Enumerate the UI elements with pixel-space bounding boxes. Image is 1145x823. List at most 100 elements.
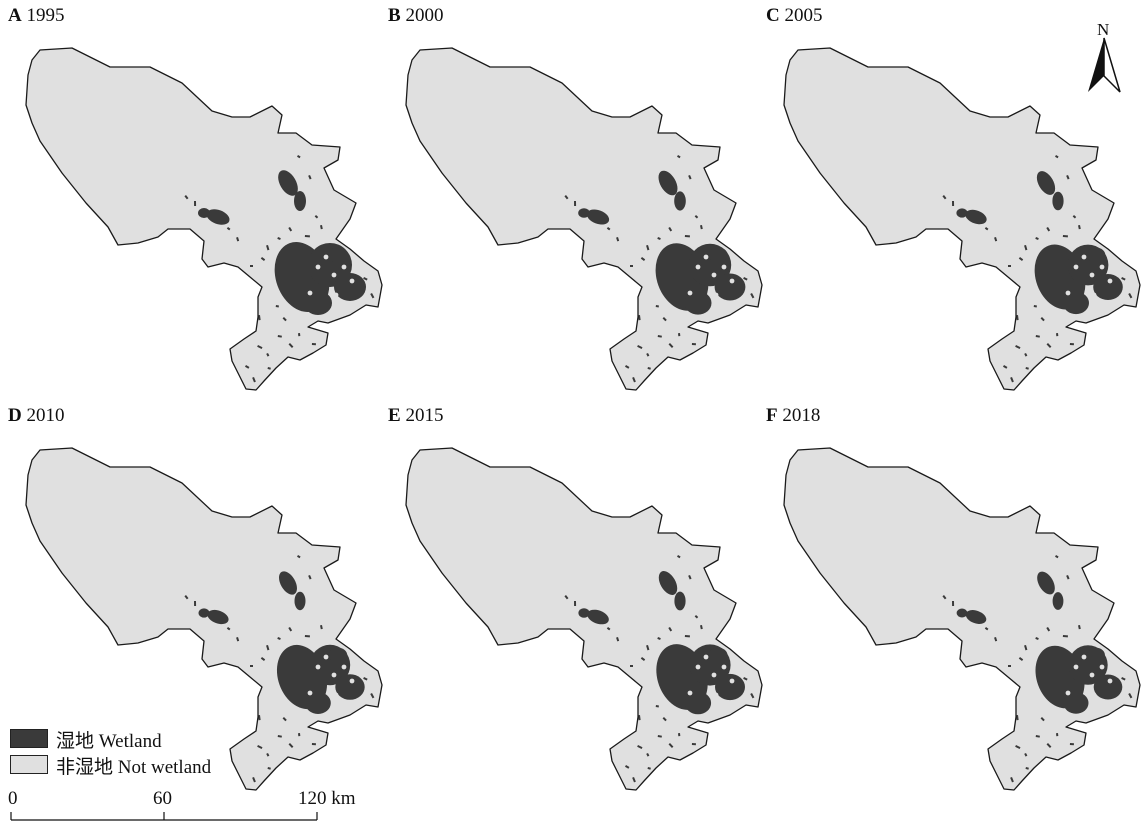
wetland-patch — [206, 209, 230, 225]
wetland-gap — [333, 292, 339, 298]
wetland-speck — [1008, 265, 1011, 267]
study-area — [25, 47, 383, 391]
wetland-speck — [668, 343, 674, 349]
map-d — [25, 447, 383, 791]
wetland-speck — [657, 335, 662, 338]
wetland-speck — [1072, 214, 1077, 219]
wetland-speck — [282, 316, 287, 322]
wetland-gap — [1099, 264, 1105, 270]
wetland-speck — [266, 353, 270, 357]
wetland-speck — [750, 293, 755, 299]
wetland-speck — [1035, 637, 1039, 640]
wetland-patch — [294, 191, 306, 211]
wetland-patch — [304, 291, 332, 315]
wetland-speck — [1024, 353, 1028, 357]
wetland-speck — [637, 745, 643, 749]
wetland-speck — [1078, 625, 1081, 630]
wetland-speck — [647, 366, 651, 370]
wetland-speck — [646, 753, 650, 757]
wetland-gap — [1091, 692, 1097, 698]
wetland-speck — [655, 705, 659, 708]
wetland-speck — [258, 315, 261, 321]
wetland-speck — [647, 766, 651, 770]
not-wetland-area — [406, 48, 762, 390]
wetland-speck — [1008, 665, 1011, 667]
wetland-speck — [308, 575, 312, 580]
wetland-speck — [1046, 227, 1051, 232]
wetland-gap — [729, 278, 735, 284]
wetland-speck — [574, 201, 577, 207]
wetland-speck — [734, 641, 737, 645]
wetland-gap — [695, 264, 701, 270]
wetland-speck — [1046, 343, 1052, 349]
wetland-gap — [323, 254, 329, 260]
wetland-speck — [354, 641, 357, 645]
wetland-speck — [657, 735, 662, 738]
wetland-speck — [952, 601, 955, 607]
wetland-speck — [621, 674, 627, 679]
wetland-speck — [277, 335, 282, 338]
wetland-gap — [333, 692, 339, 698]
wetland-speck — [1128, 293, 1133, 299]
wetland-speck — [1010, 777, 1014, 783]
wetland-speck — [194, 201, 197, 207]
wetland-speck — [1025, 766, 1029, 770]
wetland-speck — [320, 225, 323, 230]
wetland-speck — [1121, 277, 1126, 281]
wetland-layer — [942, 555, 1133, 783]
wetland-speck — [1069, 743, 1074, 746]
wetland-speck — [657, 637, 661, 640]
wetland-patch — [674, 191, 686, 211]
panel-b: B 2000 — [388, 5, 768, 405]
north-label: N — [1097, 20, 1110, 39]
wetland-speck — [632, 777, 636, 783]
north-arrow-icon — [1088, 37, 1121, 93]
wetland-gap — [1089, 672, 1095, 678]
wetland-speck — [668, 227, 673, 232]
not-wetland-area — [784, 48, 1140, 390]
wetland-patch — [708, 647, 728, 663]
wetland-speck — [288, 227, 293, 232]
wetland-patch — [1052, 592, 1064, 610]
wetland-speck — [267, 766, 271, 770]
wetland-speck — [1016, 715, 1019, 721]
wetland-speck — [624, 765, 630, 769]
panel-c: C 2005 — [766, 5, 1145, 405]
wetland-speck — [1112, 641, 1115, 645]
wetland-speck — [646, 353, 650, 357]
wetland-speck — [320, 625, 323, 630]
wetland-speck — [606, 226, 611, 231]
wetland-speck — [1035, 237, 1039, 240]
wetland-layer — [184, 154, 375, 383]
panel-e: E 2015 — [388, 405, 768, 805]
study-area — [783, 447, 1141, 791]
wetland-speck — [999, 274, 1005, 279]
map-e — [405, 447, 763, 791]
wetland-speck — [266, 645, 270, 651]
wetland-speck — [1055, 154, 1059, 159]
wetland-patch — [578, 608, 590, 618]
boundary-outline — [783, 447, 1141, 791]
wetland-patch — [1036, 171, 1056, 195]
wetland-speck — [1062, 235, 1068, 238]
wetland-speck — [655, 305, 659, 308]
wetland-speck — [1046, 743, 1052, 749]
wetland-patch — [956, 208, 968, 218]
wetland-patch — [658, 170, 678, 196]
wetland-speck — [304, 635, 310, 638]
wetland-gap — [729, 678, 735, 684]
wetland-speck — [1018, 257, 1024, 262]
wetland-layer — [184, 555, 375, 783]
boundary-outline — [405, 447, 763, 791]
wetland-speck — [646, 645, 650, 651]
wetland-gap — [1073, 664, 1079, 670]
wetland-speck — [363, 677, 368, 681]
wetland-patch — [956, 608, 968, 618]
wetland-patch — [578, 208, 590, 218]
wetland-gap — [1073, 264, 1079, 270]
wetland-layer — [942, 154, 1133, 383]
wetland-speck — [750, 693, 755, 699]
wetland-speck — [942, 595, 947, 600]
wetland-speck — [275, 305, 279, 308]
scale-tick-120: 120 km — [298, 788, 356, 809]
